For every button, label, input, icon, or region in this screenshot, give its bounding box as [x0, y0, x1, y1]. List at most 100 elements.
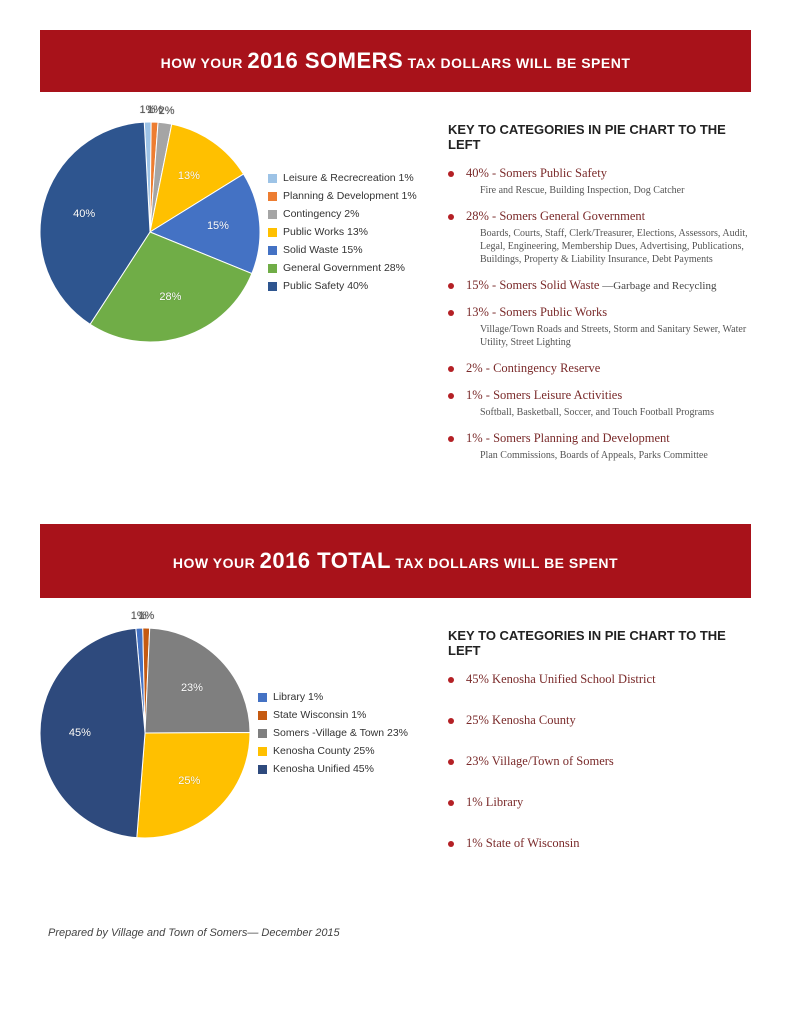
legend-swatch — [268, 192, 277, 201]
category-sub-inline: —Garbage and Recycling — [599, 280, 716, 292]
legend-swatch — [268, 228, 277, 237]
legend-item: Contingency 2% — [268, 208, 417, 220]
bullet-icon — [448, 759, 454, 765]
footer-text: Prepared by Village and Town of Somers— … — [40, 927, 751, 939]
bullet-icon — [448, 718, 454, 724]
bullet-icon — [448, 841, 454, 847]
key-list-2: 45% Kenosha Unified School District 25% … — [448, 672, 751, 851]
category-sub: Softball, Basketball, Soccer, and Touch … — [466, 406, 751, 419]
category-heading: 15% - Somers Solid Waste —Garbage and Re… — [466, 278, 751, 293]
key-text: 15% - Somers Solid Waste —Garbage and Re… — [466, 278, 751, 293]
legend-item: Leisure & Recrecreation 1% — [268, 172, 417, 184]
legend-item: Library 1% — [258, 691, 408, 703]
banner-big: 2016 TOTAL — [260, 548, 391, 573]
legend-label: Public Safety 40% — [283, 280, 368, 292]
legend-item: Planning & Development 1% — [268, 190, 417, 202]
category-sub: Plan Commissions, Boards of Appeals, Par… — [466, 449, 751, 462]
key-title-2: KEY TO CATEGORIES IN PIE CHART TO THE LE… — [448, 628, 751, 658]
category-sub: Boards, Courts, Staff, Clerk/Treasurer, … — [466, 227, 751, 266]
key-list-item: 40% - Somers Public Safety Fire and Rescu… — [448, 166, 751, 197]
legend-swatch — [258, 729, 267, 738]
category-heading: 23% Village/Town of Somers — [466, 754, 751, 769]
legend-item: General Government 28% — [268, 262, 417, 274]
legend-label: Library 1% — [273, 691, 323, 703]
pie-chart-somers: 1%1%2%13%15%28%40% — [40, 122, 260, 342]
bullet-icon — [448, 436, 454, 442]
pie-slice-label: 1% — [138, 610, 154, 622]
legend-total: Library 1% State Wisconsin 1% Somers -Vill… — [258, 685, 408, 781]
key-list-item: 25% Kenosha County — [448, 713, 751, 728]
key-column-1: KEY TO CATEGORIES IN PIE CHART TO THE LE… — [448, 122, 751, 474]
pie-slice-label: 25% — [178, 775, 200, 787]
legend-item: State Wisconsin 1% — [258, 709, 408, 721]
pie-slice-label: 28% — [159, 291, 181, 303]
key-list-1: 40% - Somers Public Safety Fire and Rescu… — [448, 166, 751, 462]
legend-label: Public Works 13% — [283, 226, 368, 238]
bullet-icon — [448, 366, 454, 372]
category-sub: Fire and Rescue, Building Inspection, Do… — [466, 184, 751, 197]
legend-item: Somers -Village & Town 23% — [258, 727, 408, 739]
legend-label: State Wisconsin 1% — [273, 709, 366, 721]
category-heading: 45% Kenosha Unified School District — [466, 672, 751, 687]
pie-slice-label: 45% — [69, 727, 91, 739]
pie-chart-total: 1%1%23%25%45% — [40, 628, 250, 838]
banner-lead: HOW YOUR — [161, 55, 248, 71]
chart-column-1: 1%1%2%13%15%28%40% Leisure & Recrecreati… — [40, 122, 430, 342]
legend-label: Planning & Development 1% — [283, 190, 417, 202]
category-sub: Village/Town Roads and Streets, Storm an… — [466, 323, 751, 349]
key-list-item: 13% - Somers Public Works Village/Town Ro… — [448, 305, 751, 349]
legend-item: Public Safety 40% — [268, 280, 417, 292]
key-text: 1% Library — [466, 795, 751, 810]
banner-tail: TAX DOLLARS WILL BE SPENT — [391, 555, 618, 571]
category-heading: 1% State of Wisconsin — [466, 836, 751, 851]
bullet-icon — [448, 800, 454, 806]
legend-item: Kenosha Unified 45% — [258, 763, 408, 775]
key-text: 23% Village/Town of Somers — [466, 754, 751, 769]
section-somers: HOW YOUR 2016 SOMERS TAX DOLLARS WILL BE… — [40, 30, 751, 474]
legend-label: Kenosha Unified 45% — [273, 763, 374, 775]
bullet-icon — [448, 171, 454, 177]
chart-column-2: 1%1%23%25%45% Library 1%State Wisconsin … — [40, 628, 430, 838]
banner-big: 2016 SOMERS — [247, 48, 403, 73]
legend-swatch — [268, 264, 277, 273]
legend-item: Solid Waste 15% — [268, 244, 417, 256]
category-heading: 40% - Somers Public Safety — [466, 166, 751, 181]
bullet-icon — [448, 214, 454, 220]
key-text: 25% Kenosha County — [466, 713, 751, 728]
pie-slice-label: 15% — [207, 220, 229, 232]
legend-swatch — [258, 747, 267, 756]
legend-label: Kenosha County 25% — [273, 745, 375, 757]
legend-somers: Leisure & Recrecreation 1% Planning & Dev… — [268, 166, 417, 298]
legend-swatch — [258, 765, 267, 774]
key-text: 1% - Somers Leisure ActivitiesSoftball, … — [466, 388, 751, 419]
pie-slice — [40, 628, 145, 837]
key-list-item: 28% - Somers General Government Boards, C… — [448, 209, 751, 266]
key-list-item: 1% State of Wisconsin — [448, 836, 751, 851]
legend-swatch — [268, 282, 277, 291]
bullet-icon — [448, 677, 454, 683]
section-total: HOW YOUR 2016 TOTAL TAX DOLLARS WILL BE … — [40, 524, 751, 877]
key-list-item: 1% - Somers Planning and DevelopmentPlan… — [448, 431, 751, 462]
banner-tail: TAX DOLLARS WILL BE SPENT — [403, 55, 630, 71]
category-heading: 28% - Somers General Government — [466, 209, 751, 224]
legend-swatch — [268, 174, 277, 183]
legend-item: Kenosha County 25% — [258, 745, 408, 757]
bullet-icon — [448, 283, 454, 289]
legend-swatch — [268, 246, 277, 255]
key-text: 2% - Contingency Reserve — [466, 361, 751, 376]
banner-somers: HOW YOUR 2016 SOMERS TAX DOLLARS WILL BE… — [40, 30, 751, 92]
key-list-item: 2% - Contingency Reserve — [448, 361, 751, 376]
bullet-icon — [448, 310, 454, 316]
legend-label: Contingency 2% — [283, 208, 359, 220]
pie-slice — [145, 628, 250, 733]
legend-label: General Government 28% — [283, 262, 405, 274]
legend-swatch — [258, 693, 267, 702]
pie-slice-label: 13% — [178, 170, 200, 182]
category-heading: 1% Library — [466, 795, 751, 810]
key-list-item: 1% Library — [448, 795, 751, 810]
category-heading: 13% - Somers Public Works — [466, 305, 751, 320]
banner-total: HOW YOUR 2016 TOTAL TAX DOLLARS WILL BE … — [40, 524, 751, 598]
key-column-2: KEY TO CATEGORIES IN PIE CHART TO THE LE… — [448, 628, 751, 877]
legend-label: Leisure & Recrecreation 1% — [283, 172, 414, 184]
pie-slice-label: 23% — [181, 682, 203, 694]
